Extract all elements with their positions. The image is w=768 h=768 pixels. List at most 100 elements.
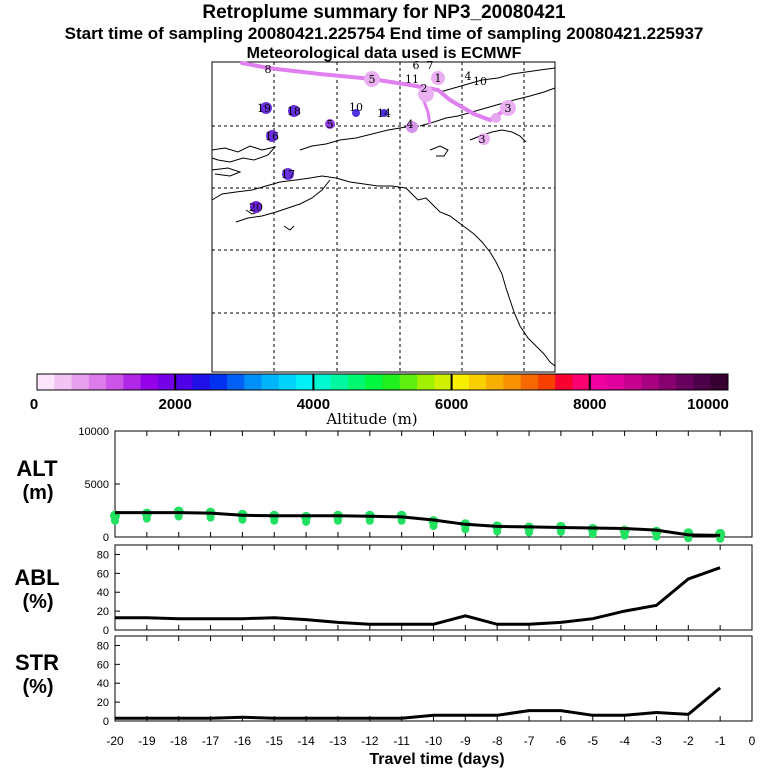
colorbar-swatch <box>503 374 522 390</box>
x-tick-label: -15 <box>266 734 284 748</box>
colorbar-swatch <box>555 374 574 390</box>
x-tick-label: -13 <box>329 734 347 748</box>
map-point-marker <box>352 109 360 117</box>
colorbar-frame <box>36 373 729 391</box>
colorbar-swatch <box>157 374 176 390</box>
colorbar-swatch <box>624 374 643 390</box>
map-point-marker <box>431 71 445 85</box>
abl-unit: (%) <box>22 591 53 613</box>
map-point-marker <box>406 121 418 133</box>
alt-scatter-point <box>142 514 151 523</box>
colorbar-swatch <box>676 374 694 390</box>
str-unit: (%) <box>22 676 53 698</box>
map-point-marker <box>418 86 434 102</box>
colorbar-tick-label: 6000 <box>435 396 468 413</box>
colorbar-swatch <box>589 374 608 390</box>
map-point-label: 4 <box>465 70 472 83</box>
x-tick-label: -20 <box>106 734 124 748</box>
colorbar-swatch <box>520 374 539 390</box>
map-point-label: 3 <box>505 102 512 115</box>
str-panel: STR (%) 0 20 40 60 80 <box>15 635 753 728</box>
map-point-marker <box>288 105 300 117</box>
alt-label: ALT <box>16 456 58 481</box>
colorbar-swatch <box>365 374 383 390</box>
colorbar-swatch <box>261 374 280 390</box>
colorbar-swatch <box>382 374 401 390</box>
alt-unit: (m) <box>22 482 53 504</box>
x-tick-label: -1 <box>715 734 726 748</box>
colorbar-swatch <box>123 374 142 390</box>
colorbar-swatch <box>296 374 314 390</box>
colorbar-swatch <box>417 374 435 390</box>
colorbar-tick-label: 8000 <box>573 396 606 413</box>
map-point-label: 17 <box>281 168 295 181</box>
colorbar-swatch <box>658 374 677 390</box>
colorbar-swatch <box>486 374 504 390</box>
x-tick-label: -11 <box>393 734 410 748</box>
map-point-label: 10 <box>349 101 363 114</box>
x-tick-label: -6 <box>556 734 567 748</box>
map-point-label: 6 <box>413 59 420 72</box>
map-point-label: 20 <box>249 201 263 214</box>
map-point-marker <box>364 71 380 87</box>
str-y-axis: 0 20 40 60 80 <box>97 640 120 728</box>
x-axis-title: Travel time (days) <box>369 751 504 768</box>
abl-y-axis: 0 20 40 60 80 <box>97 549 120 637</box>
colorbar-swatch <box>641 374 660 390</box>
map-point-label: 19 <box>257 102 271 115</box>
alt-scatter-point <box>588 530 597 539</box>
alt-scatter-point <box>270 516 279 525</box>
alt-scatter-point <box>556 527 565 536</box>
alt-scatter-point <box>206 513 215 522</box>
colorbar-swatch <box>693 374 712 390</box>
map-point-marker <box>380 109 388 117</box>
abl-y-tick-label: 40 <box>97 587 109 599</box>
x-tick-label: -17 <box>202 734 220 748</box>
map-point-label: 7 <box>427 59 434 72</box>
colorbar-swatch <box>347 374 366 390</box>
abl-label: ABL <box>14 565 59 590</box>
sampling-times: Start time of sampling 20080421.225754 E… <box>64 24 704 43</box>
alt-scatter-point <box>365 516 374 525</box>
map-point-marker <box>266 130 278 142</box>
colorbar-swatch <box>54 374 73 390</box>
abl-y-tick-label: 80 <box>97 549 109 561</box>
alt-y-tick-label: 10000 <box>78 426 109 438</box>
str-x-ticks <box>114 636 753 721</box>
colorbar-swatch <box>106 374 124 390</box>
x-tick-label: -8 <box>492 734 503 748</box>
colorbar-tick-label: 2000 <box>159 396 192 413</box>
str-y-tick-label: 60 <box>97 659 109 671</box>
colorbar-swatch <box>451 374 470 390</box>
colorbar-swatch <box>607 374 625 390</box>
str-label: STR <box>15 650 59 675</box>
alt-series <box>115 511 721 537</box>
abl-y-tick-label: 60 <box>97 568 109 580</box>
map-point-marker <box>500 100 516 116</box>
map-point-label: 4 <box>407 118 414 131</box>
map-markers <box>250 71 516 213</box>
alt-scatter-point <box>525 528 534 537</box>
x-tick-label: -18 <box>170 734 188 748</box>
x-tick-label: -2 <box>683 734 694 748</box>
colorbar-swatch <box>468 374 487 390</box>
map-point-label: 8 <box>265 63 272 76</box>
map-point-label: 5 <box>327 118 334 131</box>
alt-scatter-point <box>302 517 311 526</box>
map-gridlines <box>212 62 555 372</box>
colorbar-swatch <box>278 374 297 390</box>
str-y-tick-label: 40 <box>97 678 109 690</box>
abl-series-line <box>115 566 721 626</box>
x-tick-label: -12 <box>361 734 379 748</box>
map-point-marker <box>325 119 335 129</box>
map-point-label: 2 <box>421 82 428 95</box>
colorbar-swatches <box>37 374 729 390</box>
colorbar-swatch <box>710 374 729 390</box>
alt-y-tick-label: 0 <box>103 532 109 544</box>
colorbar-swatch <box>434 374 453 390</box>
abl-y-tick-label: 0 <box>103 625 109 637</box>
colorbar-swatch <box>37 374 55 390</box>
map-point-label: 3 <box>479 133 486 146</box>
